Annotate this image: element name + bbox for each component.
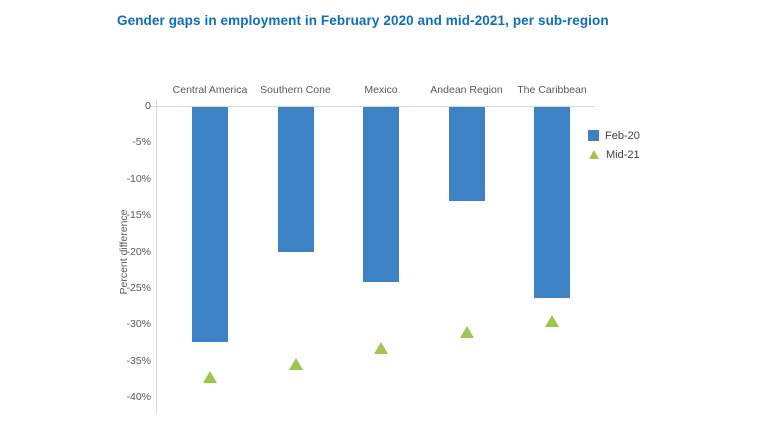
bar-the-caribbean [534,107,570,299]
category-label: The Caribbean [517,84,587,96]
category-label: Andean Region [430,84,503,96]
legend-item-mid21: Mid-21 [588,147,640,162]
y-tick-label: -5% [132,136,151,149]
y-tick-label: -35% [126,354,151,367]
bar-mexico [363,107,399,283]
mid21-triangle-marker-icon [589,150,599,159]
feb20-square-marker-icon [588,130,599,141]
chart-title: Gender gaps in employment in February 20… [117,13,609,28]
bar-andean-region [448,107,485,201]
y-axis-line [156,100,157,414]
category-label: Mexico [364,84,398,96]
y-tick-label: -10% [126,172,151,185]
legend: Feb-20 Mid-21 [588,128,640,166]
y-tick-label: -40% [126,391,151,403]
legend-label-feb20: Feb-20 [605,129,640,142]
y-tick-label: -30% [126,318,151,331]
zero-baseline [150,106,595,107]
category-label: Central America [172,84,248,96]
triangle-marker-southern-cone [288,357,303,370]
bar-central-america [192,107,228,342]
category-label: Southern Cone [260,84,331,96]
triangle-marker-mexico [374,342,388,355]
triangle-marker-the-caribbean [545,314,559,327]
triangle-marker-central-america [203,371,217,384]
y-tick-label: -25% [126,281,151,294]
legend-item-feb20: Feb-20 [588,128,640,143]
legend-label-mid21: Mid-21 [606,148,640,161]
y-tick-label: 0 [145,100,151,112]
triangle-marker-andean-region [459,325,474,338]
bar-southern-cone [277,107,314,252]
y-tick-label: -15% [126,209,151,222]
y-tick-label: -20% [126,245,151,258]
